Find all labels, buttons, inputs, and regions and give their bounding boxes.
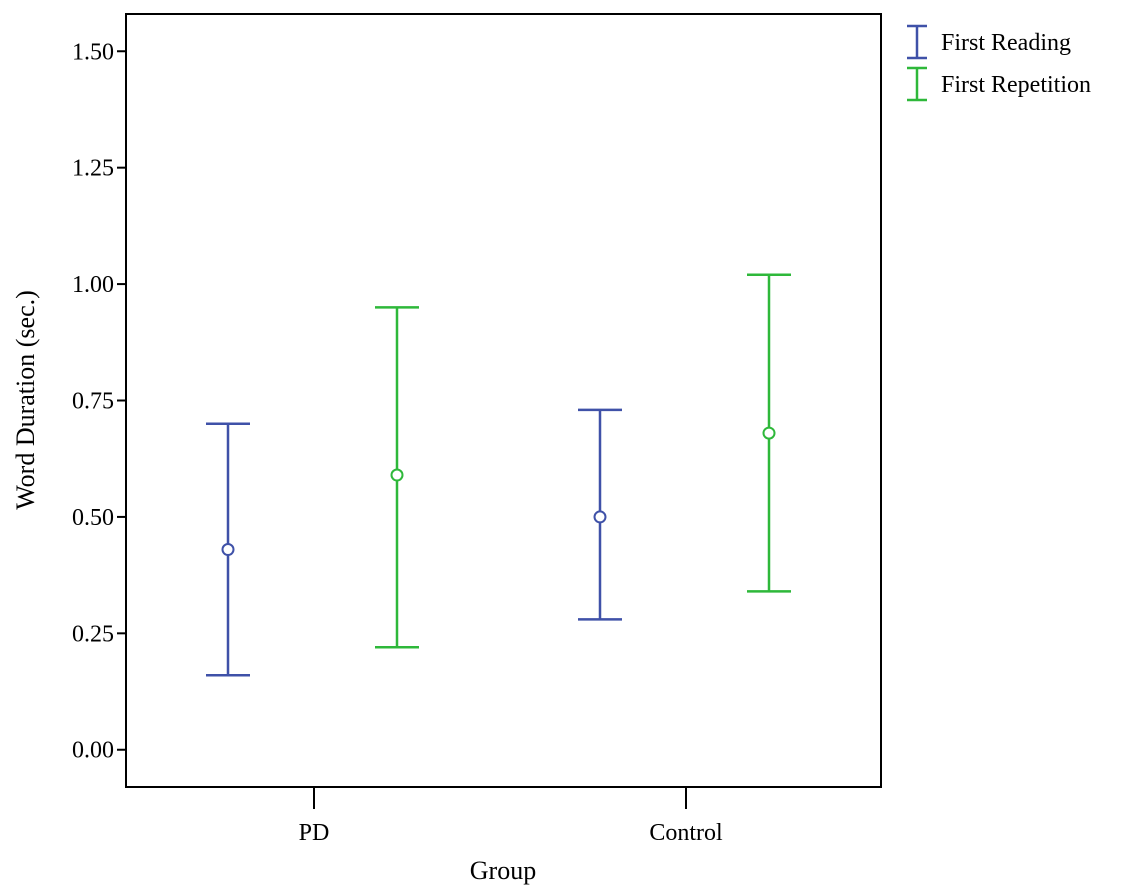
error-bar [578, 408, 622, 621]
x-axis: PD Control [299, 787, 723, 846]
y-tick-label: 1.00 [72, 272, 114, 298]
mean-marker [762, 426, 776, 440]
y-tick-label: 1.50 [72, 39, 114, 65]
legend-label: First Reading [941, 30, 1071, 56]
legend-label: First Repetition [941, 72, 1091, 98]
mean-marker [593, 510, 607, 524]
mean-marker [221, 543, 235, 557]
error-bar [206, 422, 250, 677]
legend: First Reading First Repetition [907, 24, 1091, 102]
error-bar [747, 273, 791, 593]
y-tick-label: 0.25 [72, 621, 114, 647]
y-tick-label: 0.75 [72, 389, 114, 415]
y-tick-label: 1.25 [72, 156, 114, 182]
y-axis: 0.00 0.25 0.50 0.75 1.00 1.25 1.50 [72, 39, 126, 764]
error-bars [206, 273, 791, 677]
mean-marker [390, 468, 404, 482]
legend-item: First Reading [907, 24, 1071, 60]
y-axis-title: Word Duration (sec.) [11, 290, 40, 510]
y-tick-label: 0.50 [72, 505, 114, 531]
x-axis-title: Group [470, 856, 536, 885]
error-bar [375, 306, 419, 649]
y-tick-label: 0.00 [72, 738, 114, 764]
legend-item: First Repetition [907, 66, 1091, 102]
x-tick-label: PD [299, 820, 330, 846]
x-tick-label: Control [649, 820, 723, 846]
